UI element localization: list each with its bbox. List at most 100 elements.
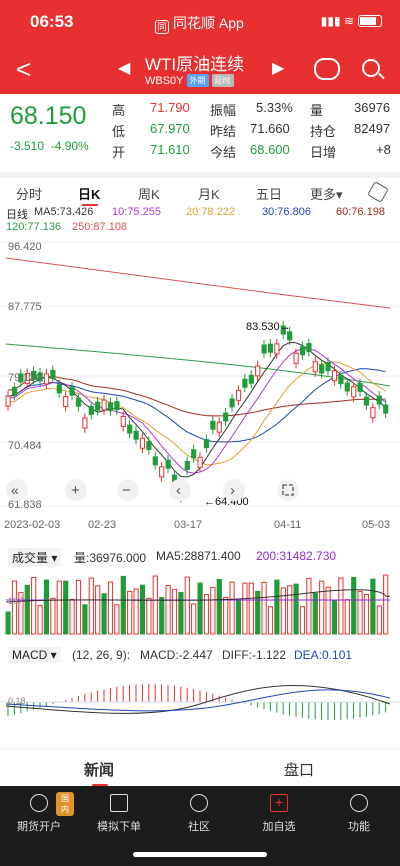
volume-value-label: 量:36976.000 <box>74 551 147 565</box>
dea-line <box>5 689 391 712</box>
volume-bar <box>319 580 325 635</box>
volume-chart[interactable]: 187 <box>0 566 400 636</box>
period-tabs: 分时 日K 周K 月K 五日 更多▾ <box>0 172 400 206</box>
fullscreen-icon[interactable] <box>282 484 294 496</box>
tab-five-day[interactable]: 五日 <box>256 187 283 202</box>
volume-bar <box>5 611 11 635</box>
candle-body <box>248 374 254 384</box>
dock-label: 加自选 <box>262 821 296 833</box>
candle-body <box>299 346 306 356</box>
domestic-badge: 国内 <box>56 792 74 816</box>
tab-more[interactable]: 更多▾ <box>310 187 343 202</box>
candle-body <box>95 401 101 411</box>
candle-body <box>56 384 62 394</box>
assistant-robot-icon[interactable] <box>314 58 340 80</box>
candle-body <box>101 399 107 411</box>
kline-chart[interactable]: 96.420 87.775 79.130 70.484 61.838 83.53… <box>0 236 400 536</box>
candle-body <box>82 417 88 429</box>
volume-bar <box>376 605 382 635</box>
volume-bar <box>331 599 338 635</box>
volume-bar <box>178 592 184 635</box>
zoom-in-button[interactable]: + <box>71 482 80 499</box>
macd-chart[interactable]: 0.18 <box>0 664 400 740</box>
dock-open-account[interactable]: 国内 期货开户 <box>4 792 74 834</box>
volume-bar <box>107 581 114 635</box>
volume-bar <box>255 590 261 635</box>
step-right-button[interactable]: › <box>230 482 235 499</box>
candle-body <box>274 343 280 355</box>
candle-body <box>363 396 370 406</box>
candle-body <box>203 439 210 449</box>
macd-axis-label: 0.18 <box>8 696 26 706</box>
oi-change-value: +8 <box>376 142 391 157</box>
candle-body <box>267 343 274 353</box>
candle-body <box>139 437 146 449</box>
oi-change-label: 日增 <box>310 145 337 160</box>
step-left-button[interactable]: ‹ <box>176 482 181 499</box>
volume-bar <box>370 578 376 635</box>
tab-weekly-k[interactable]: 周K <box>138 187 160 202</box>
zoom-controls: « + − ‹ › <box>6 479 299 501</box>
candle-body <box>255 365 261 377</box>
tab-intraday[interactable]: 分时 <box>16 187 43 202</box>
prev-contract-icon[interactable]: ◀ <box>118 60 131 77</box>
date-tick: 03-17 <box>174 519 203 531</box>
volume-bar <box>216 579 222 635</box>
dock-functions[interactable]: 功能 <box>324 794 394 834</box>
settle-label: 今结 <box>210 145 237 160</box>
volume-bar <box>43 579 50 635</box>
candle-body <box>229 398 235 408</box>
volume-bar <box>203 594 210 635</box>
zoom-out-button[interactable]: − <box>122 482 131 499</box>
amplitude-value: 5.33% <box>256 100 293 115</box>
volume-axis-label: 187 <box>8 596 23 606</box>
diff-value: DIFF:-1.122 <box>222 648 287 662</box>
ma120-value: 120:77.136 <box>6 221 62 233</box>
add-watchlist-icon: + <box>270 794 288 812</box>
scroll-left-button[interactable]: « <box>11 482 19 498</box>
tab-daily-k[interactable]: 日K <box>78 184 100 206</box>
ma20-line <box>7 361 386 466</box>
volume-bar <box>197 582 203 635</box>
delay-tag: 延时 <box>211 74 234 87</box>
tab-news[interactable]: 新闻 <box>84 759 114 787</box>
zoom-circle <box>277 479 299 501</box>
volume-bar <box>171 588 178 635</box>
volume-ma5-label: MA5:28871.400 <box>156 549 241 563</box>
back-icon[interactable]: < <box>16 54 32 84</box>
high-label: 高 <box>112 103 126 118</box>
volume-bar <box>50 597 56 635</box>
next-contract-icon[interactable]: ▶ <box>272 60 285 77</box>
volume-bar <box>223 597 229 635</box>
outer-market-tag: 外期 <box>186 74 209 87</box>
volume-bar <box>351 576 357 635</box>
chart-settings-icon[interactable] <box>367 181 389 203</box>
candle-body <box>242 378 248 388</box>
app-name: 同花顺 App <box>173 15 244 31</box>
volume-bar <box>338 577 344 635</box>
volume-bar <box>267 606 274 635</box>
amplitude-label: 振幅 <box>210 103 237 118</box>
macd-value: MACD:-2.447 <box>140 648 213 662</box>
tab-monthly-k[interactable]: 月K <box>198 187 220 202</box>
dock-community[interactable]: 社区 <box>164 794 234 834</box>
dock-add-watchlist[interactable]: + 加自选 <box>244 794 314 834</box>
volume-bar <box>11 580 18 635</box>
volume-indicator-select[interactable]: 成交量 ▾ <box>8 548 62 567</box>
signal-wifi-battery: ▮▮▮ ≋ <box>321 14 382 28</box>
candle-body <box>120 415 126 427</box>
dock-sim-order[interactable]: 模拟下单 <box>84 794 154 834</box>
candle-body <box>325 362 331 372</box>
volume-label: 量 <box>310 103 324 118</box>
diff-line <box>5 685 391 714</box>
volume-bar <box>120 575 126 635</box>
candle-body <box>114 401 120 411</box>
open-interest-value: 82497 <box>354 121 391 136</box>
tab-order-book[interactable]: 盘口 <box>284 762 315 779</box>
macd-indicator-select[interactable]: MACD ▾ <box>8 647 61 663</box>
volume-bar <box>248 582 254 635</box>
search-icon[interactable] <box>362 59 380 77</box>
battery-icon <box>358 15 382 27</box>
gear-icon <box>350 794 368 812</box>
community-icon <box>190 794 208 812</box>
